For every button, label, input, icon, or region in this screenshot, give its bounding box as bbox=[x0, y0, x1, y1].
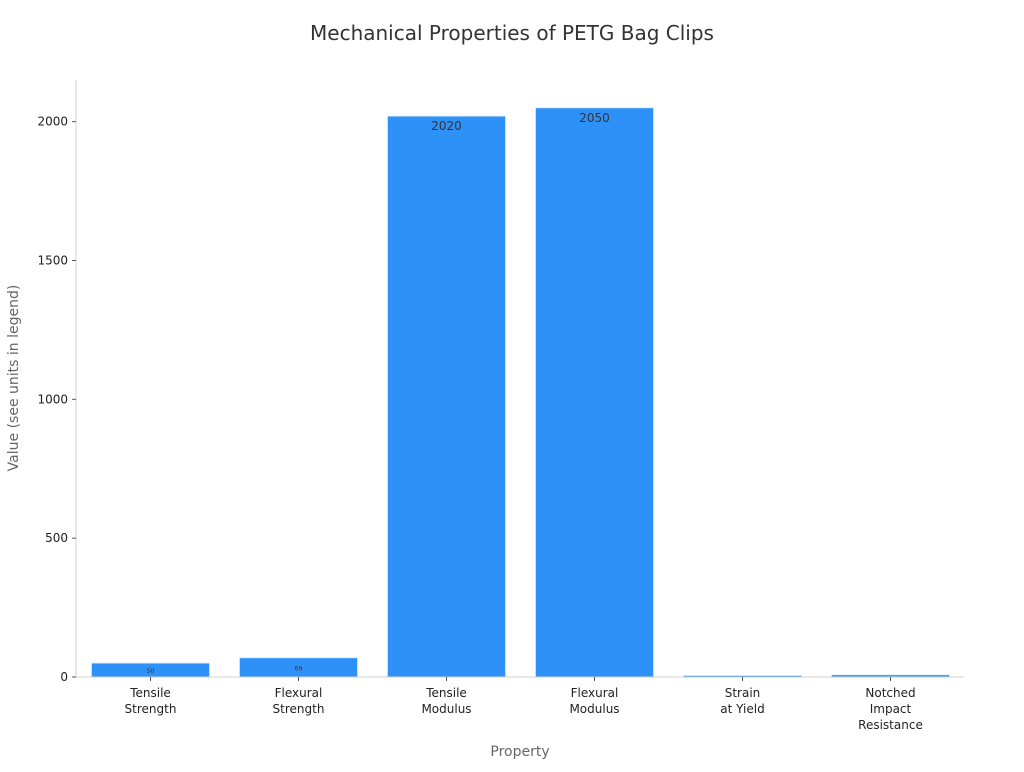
x-tick-label: Flexural Modulus bbox=[569, 686, 619, 716]
x-tick-label: Flexural Strength bbox=[273, 686, 325, 716]
y-tick-label: 2000 bbox=[37, 115, 68, 129]
data-label: 2050 bbox=[579, 111, 610, 125]
y-axis-ticks: 0 500 1000 1500 2000 bbox=[37, 115, 76, 684]
bar-tensile-modulus bbox=[387, 115, 506, 678]
x-tick-label: Strain at Yield bbox=[720, 686, 764, 716]
data-labels-group: 50 69 2020 2050 bbox=[147, 111, 610, 675]
y-tick-label: 1500 bbox=[37, 253, 68, 267]
bars-group bbox=[91, 107, 950, 678]
data-label: 69 bbox=[295, 665, 303, 672]
y-tick-label: 1000 bbox=[37, 392, 68, 406]
x-tick-label: Tensile Strength bbox=[125, 686, 177, 716]
x-axis-title: Property bbox=[490, 744, 549, 760]
x-tick-label: Tensile Modulus bbox=[421, 686, 471, 716]
y-tick-label: 500 bbox=[45, 531, 68, 545]
y-axis-title: Value (see units in legend) bbox=[6, 285, 22, 472]
y-tick-label: 0 bbox=[60, 670, 68, 684]
data-label: 50 bbox=[147, 668, 155, 675]
x-tick-label: Notched Impact Resistance bbox=[858, 686, 923, 732]
x-axis-ticks: Tensile Strength Flexural Strength Tensile Mo… bbox=[125, 677, 923, 732]
bar-flexural-modulus bbox=[535, 107, 654, 678]
data-label: 2020 bbox=[431, 119, 462, 133]
chart-title: Mechanical Properties of PETG Bag Clips bbox=[310, 21, 714, 45]
